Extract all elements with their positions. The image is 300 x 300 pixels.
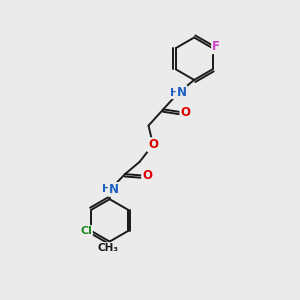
Text: O: O xyxy=(142,169,152,182)
Text: N: N xyxy=(176,86,187,99)
Text: O: O xyxy=(180,106,190,119)
Text: Cl: Cl xyxy=(80,226,92,236)
Text: O: O xyxy=(148,138,158,151)
Text: N: N xyxy=(109,183,119,196)
Text: F: F xyxy=(212,40,220,53)
Text: H: H xyxy=(102,184,111,194)
Text: CH₃: CH₃ xyxy=(98,243,119,253)
Text: H: H xyxy=(170,88,179,98)
